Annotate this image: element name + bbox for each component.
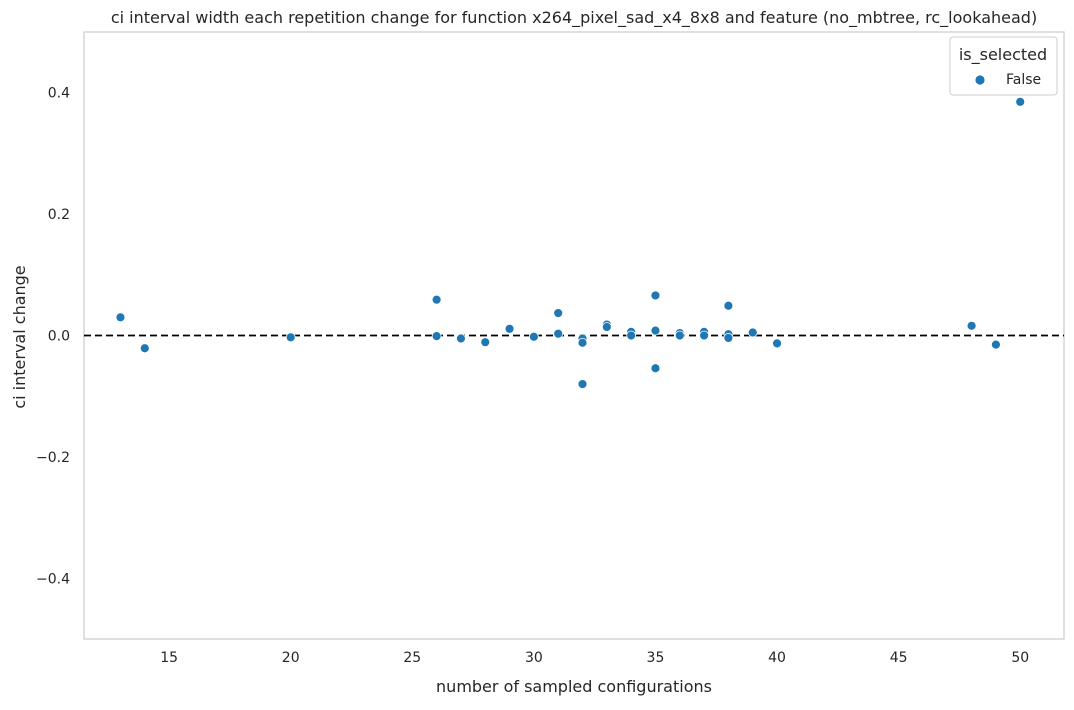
- data-point: [1015, 96, 1026, 107]
- legend-entry-label: False: [1006, 72, 1041, 88]
- data-point: [626, 330, 637, 341]
- legend-title: is_selected: [959, 45, 1047, 65]
- x-tick-label: 45: [890, 650, 908, 666]
- data-point: [723, 333, 734, 343]
- data-point: [699, 330, 709, 341]
- data-point: [139, 343, 150, 354]
- data-point: [577, 337, 588, 348]
- y-tick-label: 0.4: [48, 86, 70, 102]
- data-point: [966, 320, 977, 331]
- data-point: [504, 323, 515, 334]
- x-tick-label: 15: [160, 650, 178, 666]
- data-point: [553, 308, 564, 318]
- data-point: [991, 339, 1001, 350]
- chart-title: ci interval width each repetition change…: [111, 8, 1037, 28]
- x-tick-label: 25: [403, 650, 421, 666]
- data-point: [456, 333, 466, 344]
- y-axis-label: ci interval change: [10, 265, 29, 408]
- data-point: [115, 312, 126, 323]
- data-point: [431, 294, 442, 305]
- x-tick-label: 35: [647, 650, 665, 666]
- legend-marker-false: [974, 74, 986, 86]
- y-axis-ticks: −0.4 −0.2 0.0 0.2 0.4: [36, 86, 70, 588]
- data-point: [528, 331, 539, 342]
- x-tick-label: 50: [1011, 650, 1029, 666]
- data-point: [747, 327, 758, 338]
- data-point: [650, 363, 661, 374]
- data-point: [285, 332, 296, 343]
- data-point: [431, 331, 442, 342]
- x-axis-label: number of sampled configurations: [436, 677, 712, 696]
- data-points: [115, 96, 1026, 389]
- x-tick-label: 30: [525, 650, 543, 666]
- y-tick-label: 0.2: [48, 207, 70, 223]
- data-point: [577, 379, 588, 389]
- y-tick-label: 0.0: [48, 329, 70, 345]
- data-point: [650, 290, 661, 301]
- x-tick-label: 40: [768, 650, 786, 666]
- data-point: [480, 337, 491, 348]
- data-point: [553, 328, 564, 339]
- data-point: [601, 322, 612, 332]
- x-axis-ticks: 15 20 25 30 35 40 45 50: [160, 650, 1029, 666]
- data-point: [674, 330, 685, 341]
- y-tick-label: −0.2: [36, 450, 70, 466]
- y-tick-label: −0.4: [36, 571, 70, 587]
- data-point: [723, 300, 734, 311]
- data-point: [772, 338, 782, 349]
- x-tick-label: 20: [282, 650, 300, 666]
- legend: is_selected False: [949, 36, 1058, 96]
- data-point: [650, 325, 661, 336]
